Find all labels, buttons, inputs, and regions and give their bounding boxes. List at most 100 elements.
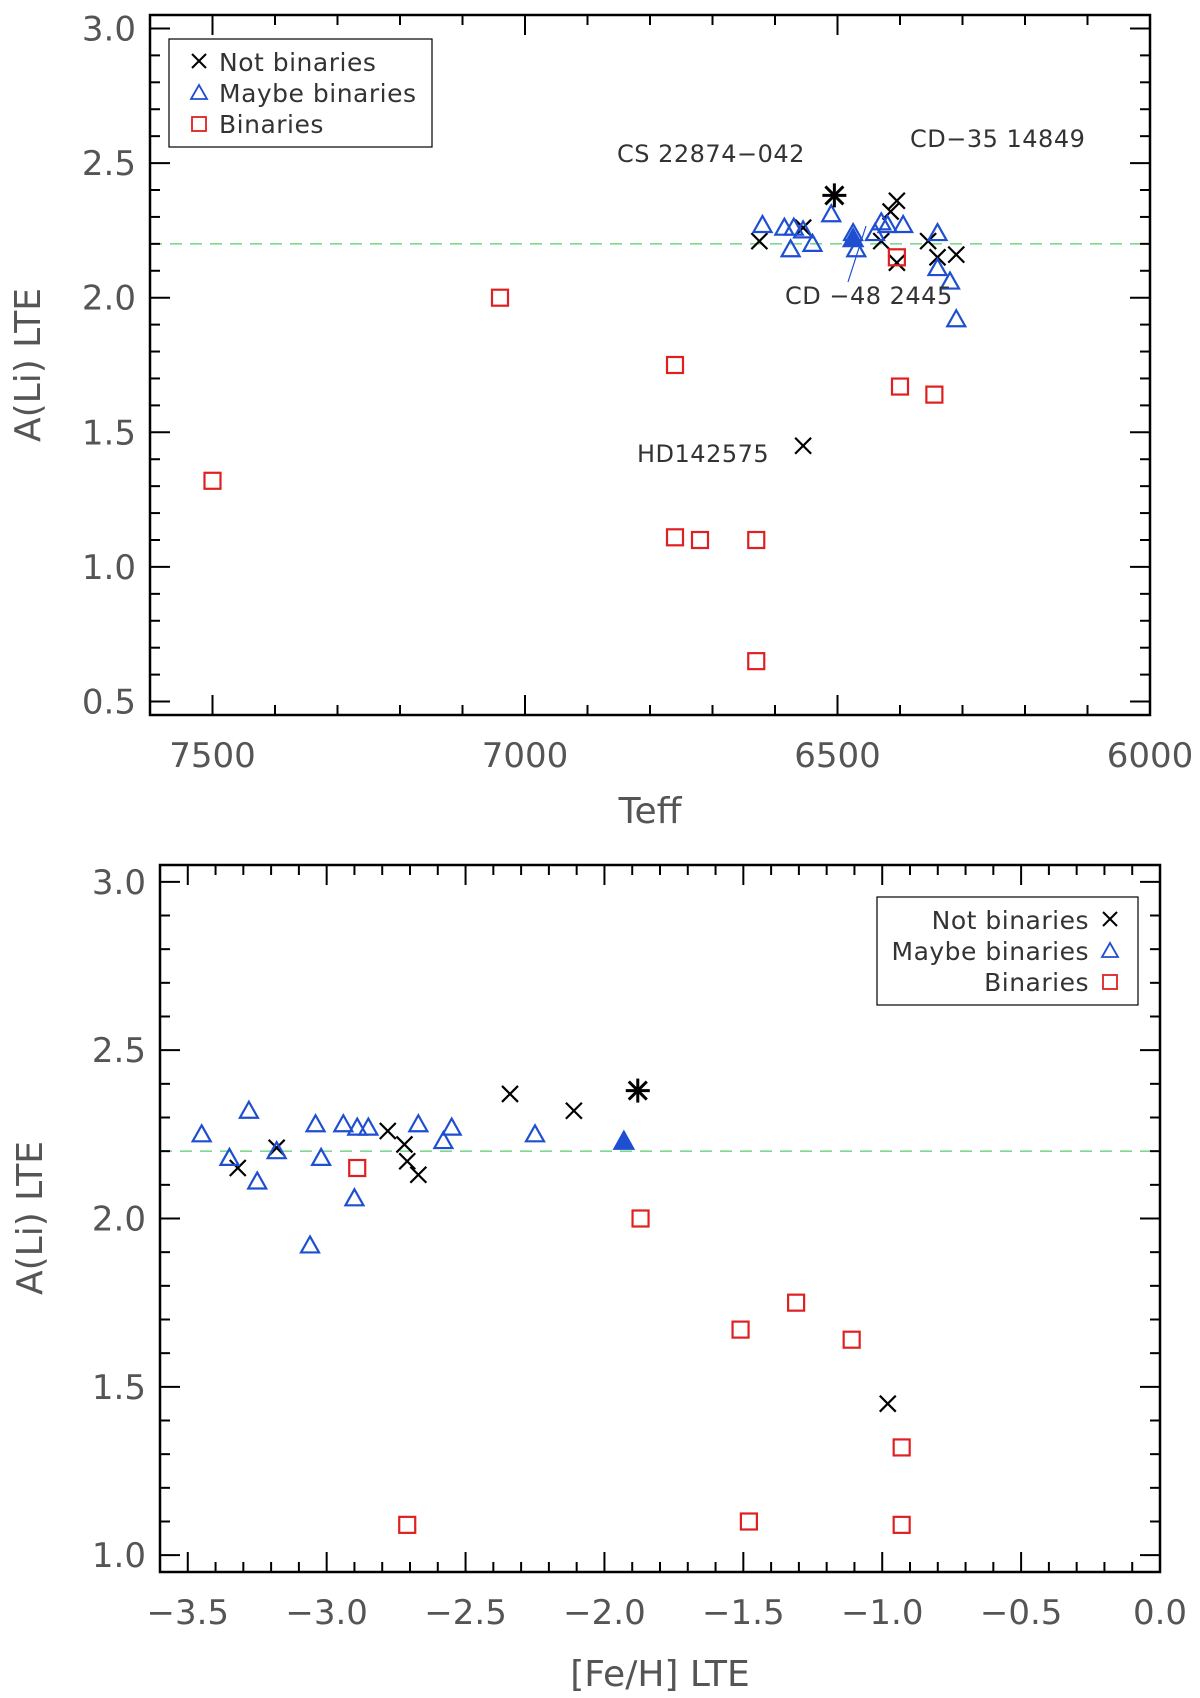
- bottom-point-binaries: [398, 1515, 417, 1534]
- top-point-maybe-binaries: [782, 216, 805, 236]
- top-y-tick-label: 2.5: [82, 144, 136, 184]
- top-point-binaries: [665, 528, 685, 547]
- top-x-axis-title: Teff: [618, 791, 683, 832]
- top-plot-frame: [148, 13, 1152, 717]
- top-x-tick-label: 7500: [169, 736, 256, 776]
- bottom-point-cd-48-2445: [612, 1129, 636, 1150]
- top-x-tick-label: 7000: [482, 736, 569, 776]
- bottom-legend-not-binaries-icon: [1102, 911, 1118, 927]
- top-y-tick-label: 2.0: [82, 279, 136, 319]
- top-y-tick-label: 3.0: [82, 9, 136, 49]
- bottom-legend-binaries-icon: [1102, 974, 1118, 990]
- bottom-point-not-binaries: [395, 1135, 414, 1154]
- top-x-ticks: 7500 7000 6500 6000: [169, 15, 1193, 776]
- bottom-point-not-binaries: [565, 1101, 583, 1120]
- top-point-maybe-binaries: [939, 270, 961, 290]
- top-legend-not-binaries-icon: [191, 53, 207, 69]
- bottom-x-tick-label: −1.5: [702, 1593, 785, 1633]
- bottom-point-binaries: [739, 1512, 758, 1531]
- bottom-point-maybe-binaries: [310, 1146, 332, 1167]
- top-panel: 7500 7000 6500 6000 0.5 1.0 1.5 2.0 2.5 3.0 Teff…: [8, 9, 1193, 832]
- annotation-cs22874: CS 22874−042: [617, 140, 805, 168]
- bottom-y-axis-title: A(Li) LTE: [10, 1141, 51, 1295]
- bottom-y-tick-label: 2.5: [92, 1031, 146, 1071]
- bottom-point-maybe-binaries: [332, 1112, 355, 1133]
- top-legend: Not binaries Maybe binaries Binaries: [168, 38, 433, 148]
- bottom-data-points: [190, 1078, 911, 1534]
- bottom-point-maybe-binaries: [190, 1123, 213, 1143]
- bottom-legend-maybe-binaries: Maybe binaries: [892, 937, 1090, 966]
- top-point-binaries: [203, 471, 222, 490]
- bottom-point-not-binaries: [409, 1165, 428, 1184]
- top-point-maybe-binaries: [926, 256, 949, 277]
- bottom-point-maybe-binaries: [432, 1129, 455, 1150]
- bottom-point-maybe-binaries: [524, 1123, 546, 1143]
- bottom-point-binaries: [842, 1330, 861, 1349]
- top-legend-binaries-icon: [191, 116, 207, 132]
- top-y-tick-label: 1.5: [82, 413, 136, 453]
- top-point-maybe-binaries: [892, 213, 915, 234]
- top-y-tick-label: 1.0: [82, 548, 136, 588]
- bottom-y-tick-label: 1.0: [92, 1536, 146, 1576]
- top-point-binaries: [887, 248, 906, 267]
- bottom-x-ticks: −3.5 −3.0 −2.5 −2.0 −1.5 −1.0 −0.5 0.0: [146, 865, 1187, 1633]
- bottom-point-maybe-binaries: [346, 1116, 369, 1136]
- bottom-point-binaries: [731, 1320, 750, 1339]
- bottom-point-not-binaries: [398, 1152, 417, 1171]
- bottom-point-binaries: [787, 1293, 806, 1312]
- bottom-point-binaries: [348, 1158, 367, 1178]
- bottom-y-ticks: 1.0 1.5 2.0 2.5 3.0: [92, 863, 1160, 1576]
- top-point-binaries: [925, 385, 944, 404]
- bottom-point-maybe-binaries: [440, 1116, 463, 1136]
- bottom-point-maybe-binaries: [299, 1234, 321, 1254]
- bottom-x-tick-label: −3.5: [146, 1593, 229, 1633]
- bottom-y-tick-label: 1.5: [92, 1368, 146, 1408]
- top-point-cd-48-2445: [841, 226, 865, 248]
- top-x-tick-label: 6500: [794, 736, 881, 776]
- annotation-cd48-pointer: [847, 225, 867, 283]
- top-point-maybe-binaries: [945, 307, 968, 328]
- bottom-legend-maybe-binaries-icon: [1100, 941, 1120, 958]
- top-point-not-binaries: [794, 436, 812, 455]
- bottom-plot-frame: [158, 863, 1162, 1574]
- bottom-point-maybe-binaries: [357, 1116, 380, 1136]
- bottom-x-tick-label: −2.0: [563, 1593, 646, 1633]
- annotation-hd142575: HD142575: [637, 440, 769, 468]
- bottom-point-maybe-binaries: [238, 1099, 260, 1119]
- bottom-x-tick-label: −1.0: [841, 1593, 924, 1633]
- bottom-point-not-binaries: [501, 1085, 519, 1103]
- bottom-legend-binaries: Binaries: [984, 968, 1089, 997]
- top-y-tick-label: 0.5: [82, 683, 136, 723]
- bottom-x-tick-label: −3.0: [285, 1593, 368, 1633]
- bottom-point-maybe-binaries: [407, 1112, 430, 1133]
- top-point-not-binaries: [888, 253, 906, 272]
- bottom-x-axis-title: [Fe/H] LTE: [570, 1654, 749, 1695]
- top-point-not-binaries: [947, 245, 966, 264]
- top-legend-not-binaries: Not binaries: [219, 48, 376, 77]
- top-legend-box: [168, 38, 433, 148]
- annotation-cd35: CD−35 14849: [910, 125, 1085, 153]
- top-point-cs-22874-042: [822, 183, 847, 208]
- bottom-point-maybe-binaries: [246, 1170, 269, 1190]
- top-point-maybe-binaries: [876, 213, 899, 234]
- bottom-legend-box: [876, 896, 1139, 1006]
- top-point-maybe-binaries: [820, 202, 843, 223]
- bottom-point-maybe-binaries: [218, 1146, 241, 1167]
- bottom-x-tick-label: −0.5: [980, 1593, 1063, 1633]
- bottom-point-not-binaries: [878, 1394, 897, 1413]
- bottom-point-binaries: [892, 1438, 911, 1457]
- top-x-tick-label: 6000: [1107, 736, 1194, 776]
- top-y-axis-title: A(Li) LTE: [8, 288, 49, 442]
- bottom-point-binaries: [892, 1515, 911, 1534]
- bottom-legend-not-binaries: Not binaries: [932, 906, 1089, 935]
- bottom-point-not-binaries: [378, 1122, 397, 1140]
- bottom-point-maybe-binaries: [343, 1187, 366, 1207]
- bottom-x-tick-label: −2.5: [424, 1593, 507, 1633]
- bottom-point-maybe-binaries: [265, 1139, 288, 1160]
- bottom-point-maybe-binaries: [304, 1112, 327, 1133]
- top-point-maybe-binaries: [751, 213, 774, 234]
- top-point-maybe-binaries: [926, 221, 949, 242]
- bottom-panel: −3.5 −3.0 −2.5 −2.0 −1.5 −1.0 −0.5 0.0 1.0 1.5 2.…: [10, 863, 1187, 1695]
- bottom-point-cs-22874-042: [625, 1078, 650, 1103]
